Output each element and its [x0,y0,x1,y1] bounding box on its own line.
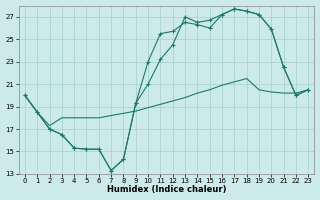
X-axis label: Humidex (Indice chaleur): Humidex (Indice chaleur) [107,185,226,194]
